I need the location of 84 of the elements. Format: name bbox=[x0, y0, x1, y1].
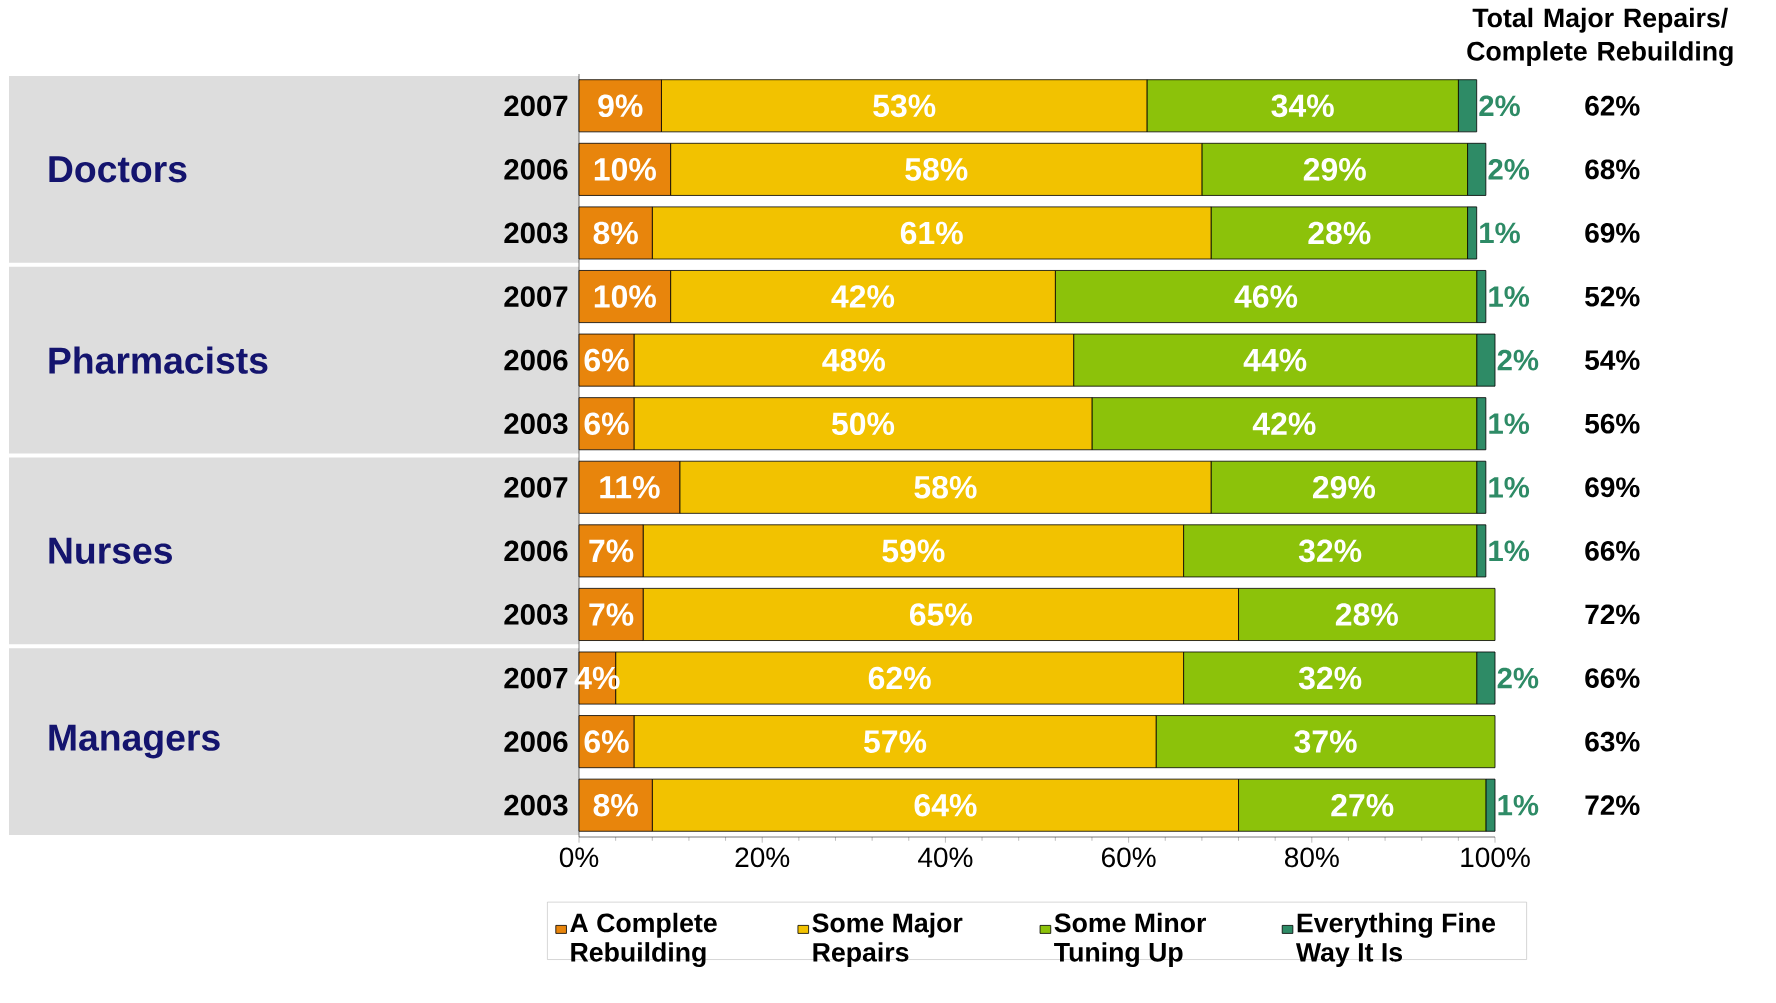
data-label: 28% bbox=[1335, 603, 1398, 626]
y-tick-label: 2007 bbox=[504, 667, 568, 689]
data-label: 2% bbox=[1497, 349, 1539, 371]
text: 66% bbox=[1585, 668, 1640, 688]
data-label: 7% bbox=[589, 539, 634, 563]
data-label: 27% bbox=[1331, 793, 1394, 817]
legend-label: Some Minor Tuning Up bbox=[1054, 912, 1206, 968]
data-label: 65% bbox=[909, 603, 972, 626]
data-label: 57% bbox=[863, 730, 927, 753]
x-tick-label: 0% bbox=[559, 847, 599, 868]
text: Total Major Repairs/ Complete Rebuilding bbox=[1467, 7, 1733, 67]
y-tick-label: 2006 bbox=[504, 349, 568, 371]
data-label: 2% bbox=[1497, 667, 1539, 689]
data-label: 1% bbox=[1489, 540, 1530, 562]
data-label: 44% bbox=[1243, 348, 1307, 372]
data-label: 1% bbox=[1480, 222, 1520, 244]
data-label: 2% bbox=[1479, 95, 1520, 117]
y-tick-label: 2007 bbox=[504, 476, 568, 498]
text: Managers bbox=[49, 724, 220, 759]
text: 62% bbox=[1585, 95, 1640, 116]
data-label: 46% bbox=[1234, 285, 1298, 308]
data-label: 37% bbox=[1294, 730, 1357, 753]
text: 63% bbox=[1585, 731, 1640, 752]
x-tick-label: 20% bbox=[735, 847, 790, 868]
data-label: 29% bbox=[1303, 158, 1366, 181]
legend-label: A Complete Rebuilding bbox=[570, 912, 717, 968]
data-label: 48% bbox=[822, 348, 885, 372]
data-label: 9% bbox=[598, 94, 643, 118]
x-tick-label: 80% bbox=[1285, 847, 1339, 868]
data-label: 2% bbox=[1488, 159, 1530, 180]
data-label: 50% bbox=[831, 412, 895, 436]
text: 66% bbox=[1585, 540, 1640, 561]
data-label: 53% bbox=[873, 94, 936, 118]
data-label: 58% bbox=[905, 158, 968, 181]
legend-label: Everything Fine Way It Is bbox=[1295, 912, 1496, 968]
y-tick-label: 2003 bbox=[504, 794, 568, 816]
text: 56% bbox=[1585, 413, 1640, 434]
data-label: 61% bbox=[900, 221, 963, 245]
data-label: 1% bbox=[1498, 794, 1539, 816]
data-label: 8% bbox=[593, 793, 638, 817]
y-tick-label: 2006 bbox=[504, 158, 568, 180]
data-label: 11% bbox=[600, 476, 660, 499]
data-label: 59% bbox=[882, 539, 945, 563]
x-tick-label: 60% bbox=[1102, 847, 1156, 868]
x-tick-label: 40% bbox=[918, 847, 973, 868]
text: Nurses bbox=[49, 537, 172, 564]
data-label: 29% bbox=[1312, 475, 1376, 499]
data-label: 32% bbox=[1298, 666, 1362, 690]
data-label: 1% bbox=[1489, 286, 1530, 307]
y-tick-label: 2006 bbox=[504, 731, 568, 753]
data-label: 34% bbox=[1271, 94, 1334, 118]
data-label: 6% bbox=[584, 348, 629, 372]
data-label: 10% bbox=[594, 158, 656, 181]
data-label: 32% bbox=[1298, 539, 1362, 563]
data-label: 1% bbox=[1489, 476, 1530, 498]
data-label: 10% bbox=[594, 285, 656, 308]
text: 69% bbox=[1585, 477, 1640, 498]
data-label: 1% bbox=[1489, 413, 1530, 435]
text: 54% bbox=[1585, 350, 1640, 370]
y-tick-label: 2006 bbox=[504, 540, 568, 562]
data-label: 42% bbox=[831, 285, 895, 308]
y-tick-label: 2003 bbox=[504, 222, 568, 244]
data-label: 8% bbox=[593, 221, 638, 245]
text: Pharmacists bbox=[49, 346, 268, 374]
data-label: 28% bbox=[1308, 221, 1371, 245]
data-label: 62% bbox=[868, 666, 931, 690]
data-label: 6% bbox=[584, 412, 629, 436]
text: 69% bbox=[1585, 223, 1640, 243]
y-tick-label: 2003 bbox=[504, 604, 568, 625]
text: 68% bbox=[1585, 159, 1640, 180]
text: Doctors bbox=[49, 156, 187, 183]
text: 52% bbox=[1585, 286, 1640, 307]
data-label: 7% bbox=[589, 603, 634, 626]
y-tick-label: 2003 bbox=[504, 413, 568, 435]
text: 72% bbox=[1585, 795, 1640, 816]
text: 72% bbox=[1585, 604, 1640, 625]
data-label: 42% bbox=[1252, 412, 1316, 435]
data-label: 6% bbox=[584, 730, 629, 753]
legend-label: Some Major Repairs bbox=[812, 912, 963, 968]
x-tick-label: 100% bbox=[1461, 847, 1530, 868]
y-tick-label: 2007 bbox=[504, 286, 568, 307]
y-tick-label: 2007 bbox=[504, 95, 568, 117]
data-label: 64% bbox=[914, 793, 977, 817]
data-label: 58% bbox=[914, 475, 977, 499]
